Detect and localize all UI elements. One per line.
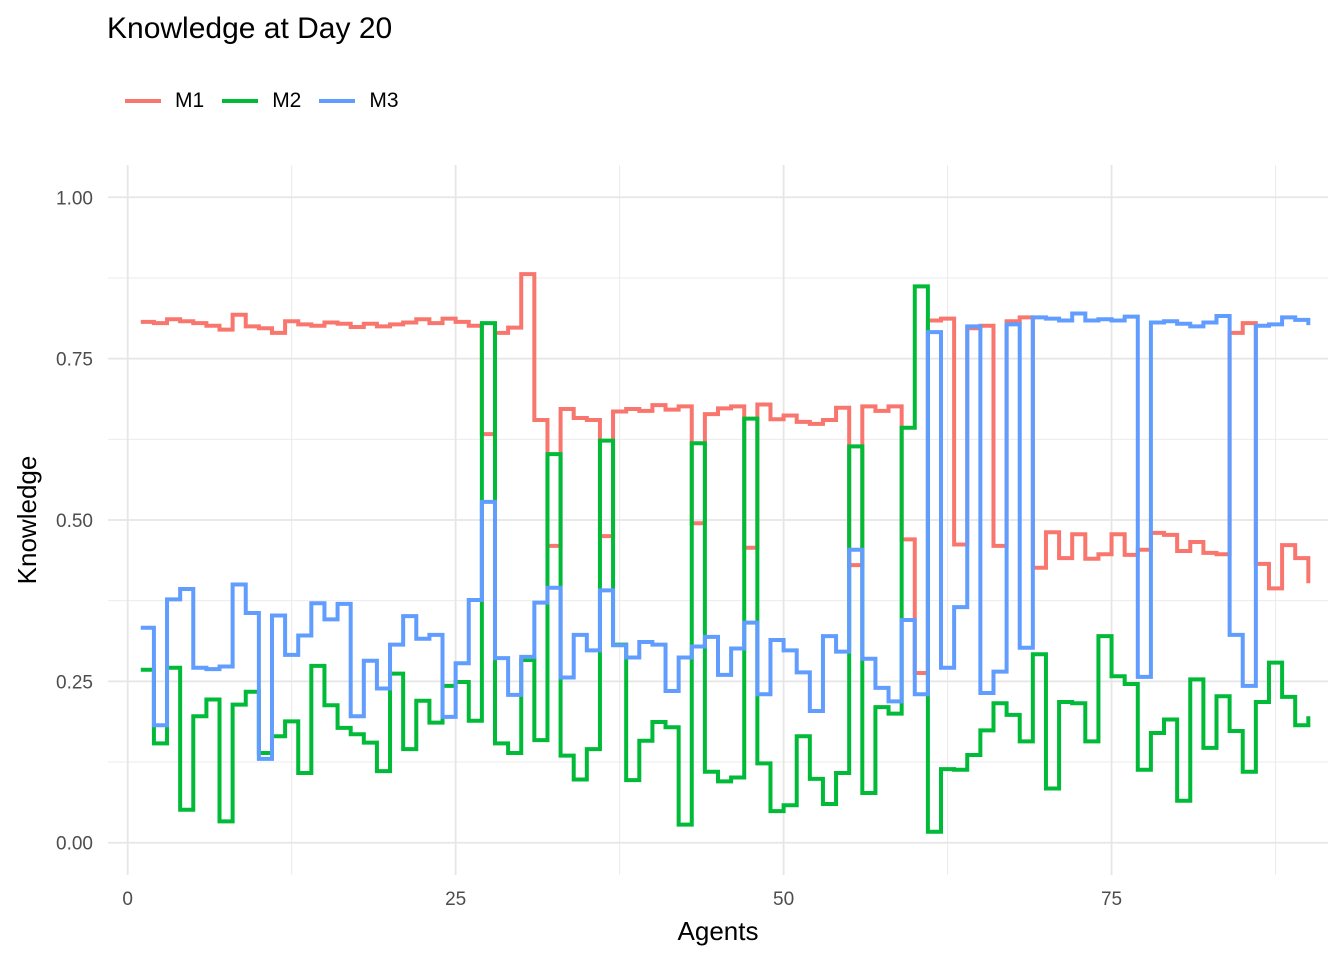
legend-label-m1: M1 xyxy=(175,89,205,112)
series-line-m3 xyxy=(140,311,1311,761)
y-tick-label: 0.75 xyxy=(56,350,93,371)
chart-title: Knowledge at Day 20 xyxy=(107,12,393,45)
series-line-m2 xyxy=(140,284,1311,834)
legend-item-m3: M3 xyxy=(319,89,399,113)
y-tick-label: 0.00 xyxy=(56,834,93,855)
y-axis-ticks: 0.00 0.25 0.50 0.75 1.00 xyxy=(56,188,93,854)
legend-key-m2 xyxy=(222,99,259,103)
series-line-m1 xyxy=(140,272,1311,675)
legend-label-m2: M2 xyxy=(272,89,302,112)
series-lines xyxy=(140,272,1311,834)
x-tick-label: 50 xyxy=(773,889,794,910)
x-tick-label: 25 xyxy=(445,889,466,910)
y-axis-title: Knowledge xyxy=(12,456,42,585)
x-tick-label: 0 xyxy=(122,889,133,910)
legend-item-m1: M1 xyxy=(125,89,204,113)
y-tick-label: 0.50 xyxy=(56,511,93,532)
legend-item-m2: M2 xyxy=(222,89,301,113)
legend: M1 M2 M3 xyxy=(125,86,417,116)
x-tick-label: 75 xyxy=(1101,889,1122,910)
legend-key-m3 xyxy=(319,99,356,103)
legend-label-m3: M3 xyxy=(369,89,399,112)
x-axis-title: Agents xyxy=(678,916,759,946)
x-axis-ticks: 0 25 50 75 xyxy=(122,889,1122,910)
legend-key-m1 xyxy=(125,99,161,103)
y-tick-label: 0.25 xyxy=(56,672,93,693)
y-tick-label: 1.00 xyxy=(56,188,93,209)
